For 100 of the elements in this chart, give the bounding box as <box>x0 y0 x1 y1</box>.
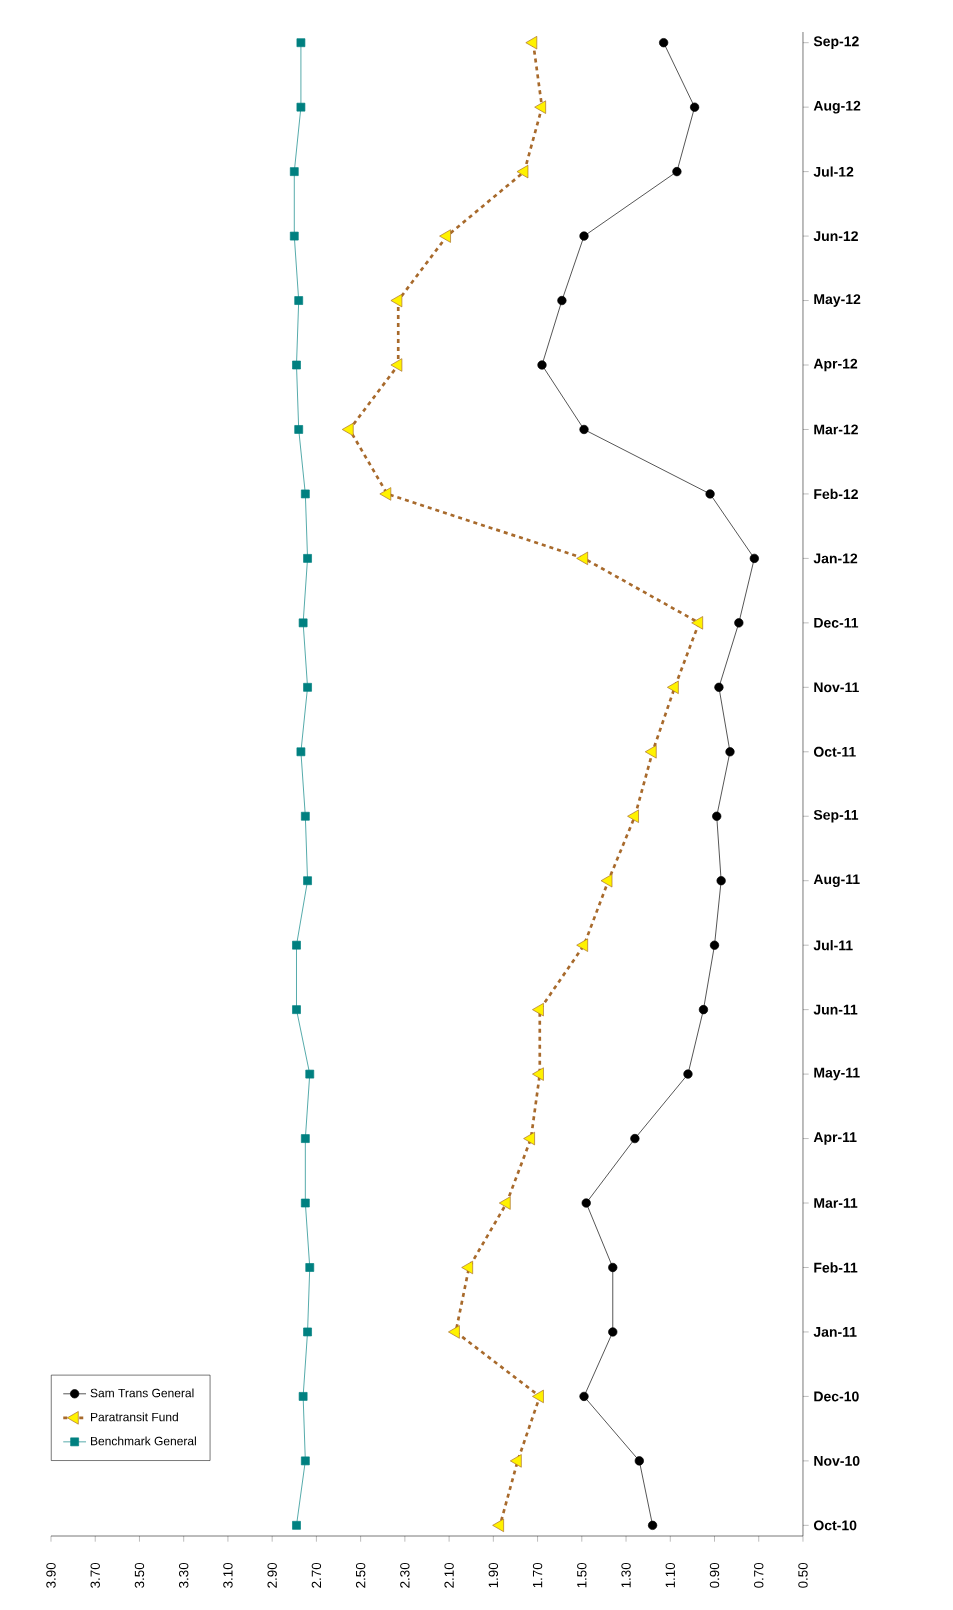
x-tick-label: 2.30 <box>400 1562 410 1588</box>
point <box>301 1134 310 1143</box>
point <box>341 422 354 437</box>
x-tick-label: 1.90 <box>488 1562 499 1588</box>
y-tick-label: Feb-12 <box>814 488 858 500</box>
point <box>647 1520 658 1530</box>
y-tick-label: Apr-12 <box>813 358 858 372</box>
x-tick-label: 1.30 <box>621 1562 631 1588</box>
point <box>448 1325 460 1339</box>
point <box>298 1392 308 1401</box>
point <box>672 167 682 177</box>
point <box>516 164 529 179</box>
point <box>303 876 312 886</box>
point <box>634 1456 644 1466</box>
point <box>608 1327 618 1337</box>
point <box>303 554 312 563</box>
point <box>734 618 744 628</box>
point <box>379 487 392 501</box>
point <box>576 938 589 952</box>
x-tick-label: 3.70 <box>90 1562 100 1588</box>
point <box>510 1454 522 1468</box>
point <box>579 424 589 435</box>
point <box>305 1263 315 1272</box>
legend-label: Paratransit Fund <box>91 1412 178 1422</box>
y-tick-label: Sep-11 <box>813 809 859 823</box>
point <box>301 1456 310 1466</box>
point <box>581 1198 591 1208</box>
point <box>659 38 669 48</box>
point <box>714 682 724 692</box>
x-tick-label: 3.50 <box>134 1562 145 1588</box>
y-tick-label: Jul-12 <box>813 166 854 177</box>
legend-label: Sam Trans General <box>90 1388 194 1398</box>
point <box>390 358 403 372</box>
point <box>390 293 403 308</box>
point <box>532 1389 544 1404</box>
y-tick-label: Jun-12 <box>813 231 858 242</box>
y-tick-label: Jul-11 <box>813 940 853 951</box>
x-tick-label: 0.70 <box>754 1562 764 1588</box>
y-tick-label: May-11 <box>814 1067 860 1081</box>
y-tick-label: Mar-11 <box>814 1198 858 1208</box>
y-tick-label: Aug-12 <box>813 100 861 114</box>
y-tick-label: May-12 <box>814 294 861 307</box>
point <box>537 360 547 370</box>
y-tick-label: Nov-10 <box>814 1455 860 1466</box>
y-tick-label: Jun-11 <box>813 1004 858 1015</box>
point <box>690 102 700 112</box>
y-tick-label: Aug-11 <box>813 874 860 888</box>
point <box>301 1198 310 1208</box>
point <box>301 489 310 499</box>
y-tick-label: Dec-11 <box>814 617 859 628</box>
y-tick-label: Oct-10 <box>813 1520 857 1531</box>
point <box>298 618 308 628</box>
y-tick-label: Feb-11 <box>814 1262 858 1273</box>
y-tick-label: Apr-11 <box>813 1132 857 1145</box>
point <box>630 1133 640 1144</box>
point <box>716 876 726 886</box>
y-tick-label: Oct-11 <box>813 746 856 757</box>
point <box>439 229 451 243</box>
point <box>705 489 715 499</box>
point <box>461 1260 474 1275</box>
point <box>492 1518 504 1533</box>
point <box>296 38 306 48</box>
point <box>557 295 567 306</box>
point <box>576 551 589 566</box>
x-tick-label: 1.50 <box>577 1562 587 1588</box>
point <box>498 1196 511 1210</box>
point <box>600 874 613 888</box>
point <box>296 747 306 757</box>
y-tick-label: Sep-12 <box>813 36 859 50</box>
point <box>532 1067 544 1081</box>
point <box>292 1521 301 1530</box>
point <box>712 811 722 821</box>
x-tick-label: 1.10 <box>665 1562 675 1588</box>
x-tick-label: 2.50 <box>355 1562 366 1588</box>
x-tick-label: 2.10 <box>444 1562 454 1588</box>
point <box>523 1131 535 1146</box>
point <box>608 1262 618 1273</box>
point <box>292 940 301 950</box>
point <box>532 1002 544 1017</box>
x-tick-label: 0.90 <box>709 1562 720 1588</box>
point <box>709 940 720 950</box>
point <box>725 747 735 757</box>
y-tick-label: Dec-10 <box>814 1391 859 1402</box>
point <box>534 100 546 114</box>
y-tick-label: Mar-12 <box>814 424 858 435</box>
x-tick-label: 3.10 <box>223 1562 233 1588</box>
point <box>292 1005 301 1014</box>
point <box>303 682 312 692</box>
point <box>289 231 299 241</box>
point <box>698 1005 709 1015</box>
point <box>301 811 310 821</box>
y-tick-label: Nov-11 <box>814 682 859 693</box>
point <box>627 809 639 823</box>
point <box>683 1069 693 1079</box>
point <box>579 231 589 241</box>
y-tick-label: Jan-11 <box>813 1327 857 1337</box>
point <box>294 296 304 305</box>
point <box>749 553 759 563</box>
x-tick-label: 2.70 <box>311 1562 322 1588</box>
x-tick-label: 3.90 <box>46 1562 56 1588</box>
